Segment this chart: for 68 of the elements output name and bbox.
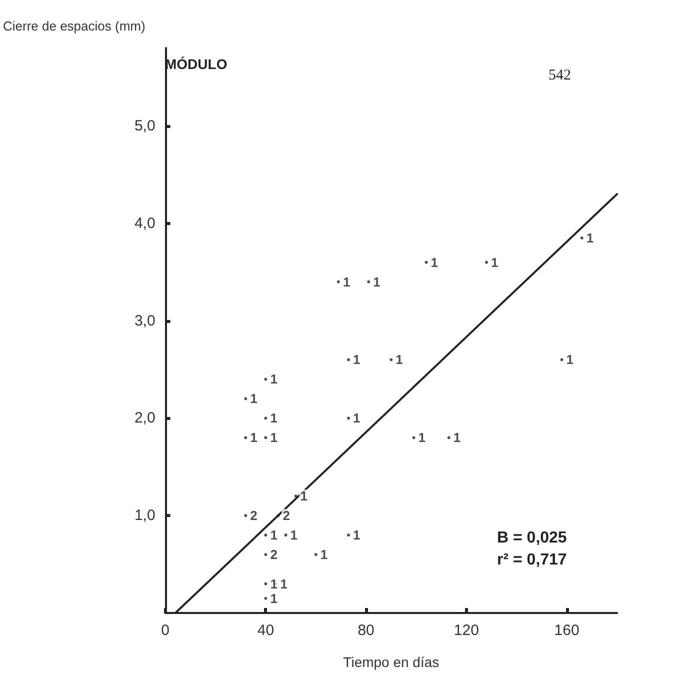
text: 1 — [320, 547, 328, 562]
text: 1 — [342, 274, 350, 290]
point — [485, 260, 488, 264]
y-tick-label: 1,0 — [134, 507, 156, 524]
text: 1 — [250, 430, 258, 446]
point — [412, 436, 416, 440]
text: MÓDULO — [165, 56, 228, 72]
text: 1 — [290, 528, 298, 543]
y-tick-label: 4,0 — [134, 214, 156, 232]
point — [424, 260, 428, 264]
point — [367, 280, 370, 284]
text: 1 — [250, 391, 258, 406]
y-axis-title: Cierre de espacios (mm) — [2, 18, 146, 34]
point — [347, 534, 350, 537]
point — [264, 553, 268, 556]
text: 1 — [396, 352, 403, 368]
x-tick-label: 40 — [257, 622, 274, 639]
text: 1 — [418, 430, 426, 446]
annotation: 542 — [548, 68, 571, 84]
text: 1 — [353, 528, 360, 543]
text: 1 — [430, 254, 438, 270]
point — [244, 436, 248, 440]
point — [447, 436, 450, 440]
text: 1 — [566, 352, 574, 368]
y-tick-label: 2,0 — [134, 410, 156, 427]
x-tick-label: 80 — [358, 622, 374, 639]
point — [264, 582, 268, 586]
text: 1 — [270, 372, 278, 387]
point — [264, 416, 268, 420]
annotation: r² = 0,717 — [497, 552, 567, 568]
series-label: 2 — [250, 508, 258, 524]
point — [336, 280, 340, 284]
point — [264, 534, 268, 537]
point — [244, 514, 248, 518]
text: 1 — [491, 254, 498, 270]
x-tick-label: 120 — [454, 622, 479, 639]
point — [284, 534, 288, 537]
text: 1 — [280, 576, 288, 592]
text: 1 — [270, 410, 278, 426]
text: 1 — [300, 488, 308, 504]
text: 1 — [373, 274, 380, 290]
point — [264, 436, 268, 440]
text: 1 — [353, 410, 360, 426]
x-axis-title: Tiempo en días — [343, 654, 440, 670]
point — [347, 416, 350, 420]
point — [244, 397, 248, 400]
text: 1 — [270, 430, 278, 446]
text: 1 — [353, 352, 360, 368]
text: 2 — [270, 547, 278, 562]
point — [314, 553, 318, 556]
series-label: 1 — [270, 576, 278, 592]
y-tick-label: 5,0 — [134, 117, 156, 134]
point — [347, 358, 350, 362]
text: 1 — [586, 230, 594, 246]
text: 1 — [270, 528, 278, 543]
annotation: B = 0,025 — [497, 530, 567, 546]
point — [294, 494, 298, 498]
text: 1 — [453, 430, 461, 446]
point — [276, 514, 280, 518]
point — [264, 378, 268, 381]
text: 2 — [282, 508, 290, 524]
y-tick-label: 3,0 — [134, 312, 156, 330]
text: 1 — [270, 590, 278, 606]
point — [560, 358, 564, 362]
point — [580, 236, 584, 240]
point — [264, 596, 268, 600]
x-tick-label: 0 — [161, 622, 170, 639]
x-tick-label: 160 — [554, 622, 580, 639]
